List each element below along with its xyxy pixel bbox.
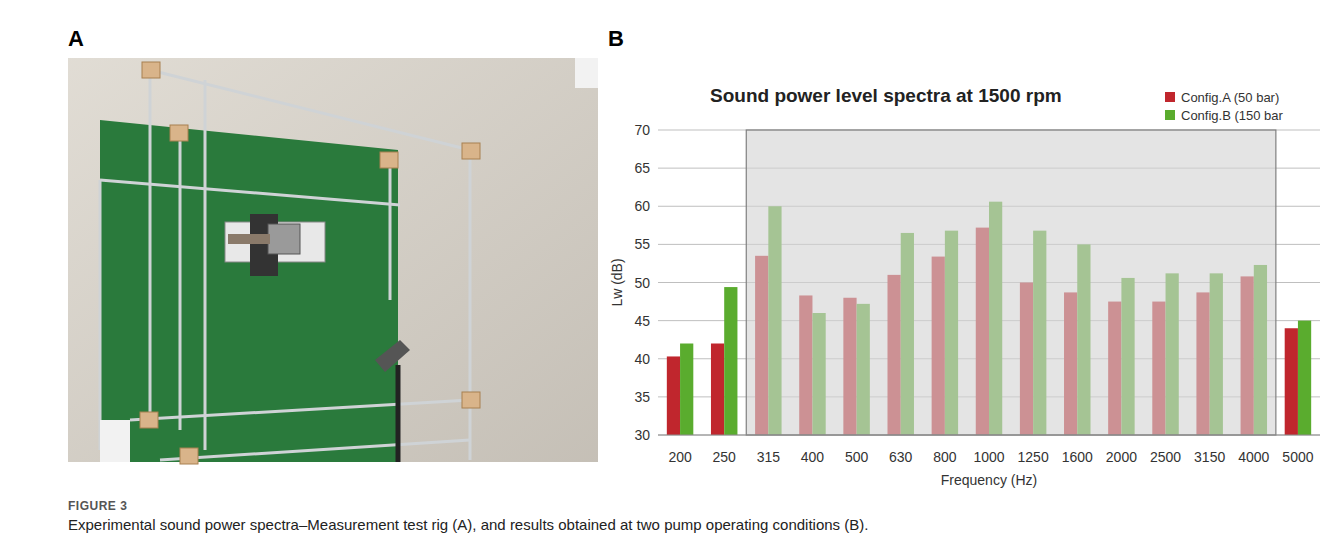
photo-test-rig xyxy=(68,58,598,464)
figure-label: FIGURE 3 xyxy=(68,499,127,513)
legend-swatch xyxy=(1165,110,1175,120)
x-tick-label: 315 xyxy=(757,449,781,465)
bar xyxy=(724,287,737,435)
x-tick-label: 630 xyxy=(889,449,913,465)
x-tick-label: 2000 xyxy=(1106,449,1137,465)
wood-block xyxy=(380,152,398,168)
beam xyxy=(100,420,130,462)
y-tick-label: 50 xyxy=(634,275,650,291)
y-tick-label: 40 xyxy=(634,351,650,367)
wood-block xyxy=(462,143,480,159)
wood-block xyxy=(142,62,160,78)
y-tick-label: 30 xyxy=(634,427,650,443)
wood-block xyxy=(462,392,480,408)
x-tick-label: 1600 xyxy=(1062,449,1093,465)
y-tick-label: 70 xyxy=(634,122,650,138)
y-tick-label: 35 xyxy=(634,389,650,405)
y-tick-label: 65 xyxy=(634,160,650,176)
bar xyxy=(667,356,680,435)
grid xyxy=(658,130,1320,435)
wood-block xyxy=(170,125,188,141)
rod xyxy=(204,80,207,450)
x-tick-label: 800 xyxy=(933,449,957,465)
microphone xyxy=(375,340,410,372)
rod xyxy=(100,180,400,205)
x-axis-line xyxy=(658,435,1320,436)
x-tick-label: 5000 xyxy=(1282,449,1313,465)
y-tick-label: 55 xyxy=(634,236,650,252)
y-tick-label: 45 xyxy=(634,313,650,329)
x-tick-label: 500 xyxy=(845,449,869,465)
pump xyxy=(268,224,300,254)
rod xyxy=(149,70,152,420)
shaft xyxy=(228,234,270,244)
x-tick-label: 400 xyxy=(801,449,825,465)
bar xyxy=(711,344,724,436)
x-tick-label: 4000 xyxy=(1238,449,1269,465)
figure-caption: Experimental sound power spectra–Measure… xyxy=(68,516,868,533)
panel-letter: B xyxy=(608,26,624,51)
rod xyxy=(150,70,470,150)
x-tick-label: 1000 xyxy=(973,449,1004,465)
tripod xyxy=(396,365,401,462)
x-tick-label: 2500 xyxy=(1150,449,1181,465)
panel-letter: A xyxy=(68,26,84,51)
wood-block xyxy=(180,448,198,464)
x-tick-label: 1250 xyxy=(1018,449,1049,465)
shaded-region xyxy=(746,130,1276,435)
chart-title: Sound power level spectra at 1500 rpm xyxy=(710,85,1062,106)
sign xyxy=(575,58,598,88)
rod xyxy=(179,135,182,430)
grid-line xyxy=(658,435,1320,436)
legend-label: Config.B (150 bar xyxy=(1181,108,1284,123)
rod xyxy=(130,400,470,420)
rod xyxy=(469,150,472,460)
x-tick-label: 200 xyxy=(668,449,692,465)
bar xyxy=(1298,321,1311,435)
bar xyxy=(680,344,693,436)
bar xyxy=(1285,328,1298,435)
wall-shade xyxy=(68,58,598,462)
wood-block xyxy=(140,412,158,428)
x-tick-label: 250 xyxy=(713,449,737,465)
x-axis-title: Frequency (Hz) xyxy=(941,472,1037,488)
y-tick-label: 60 xyxy=(634,198,650,214)
y-axis-title: Lw (dB) xyxy=(609,258,625,306)
wall xyxy=(68,58,598,462)
rod xyxy=(99,180,102,450)
legend-label: Config.A (50 bar) xyxy=(1181,90,1279,105)
rod xyxy=(389,160,392,300)
x-tick-label: 3150 xyxy=(1194,449,1225,465)
green-board xyxy=(100,120,398,462)
legend-swatch xyxy=(1165,92,1175,102)
